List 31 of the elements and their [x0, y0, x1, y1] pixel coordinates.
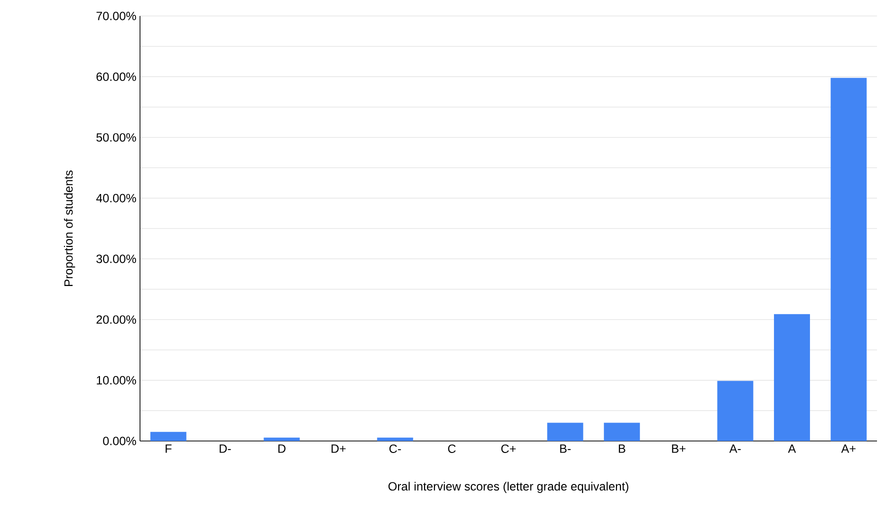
x-tick-label: B+: [672, 444, 686, 453]
y-tick-label: 60.00%: [96, 72, 136, 81]
bar: [264, 438, 300, 441]
y-tick-label: 50.00%: [96, 133, 136, 142]
y-tick-label: 20.00%: [96, 315, 136, 324]
bar: [774, 314, 810, 441]
y-tick-label: 40.00%: [96, 194, 136, 202]
x-tick-label: D-: [220, 444, 231, 453]
y-tick-label: 0.00%: [103, 436, 136, 446]
x-tick-label: B: [618, 444, 626, 453]
x-tick-label: C-: [389, 444, 401, 453]
bar: [717, 380, 754, 441]
x-tick-label: C+: [501, 444, 516, 453]
bar: [377, 438, 414, 441]
x-tick-label: D+: [332, 444, 346, 453]
bar: [547, 422, 584, 441]
bar: [604, 422, 640, 441]
x-tick-label: D: [278, 444, 286, 453]
x-tick-label: F: [166, 444, 172, 453]
y-tick-label: 30.00%: [96, 254, 136, 264]
bar: [150, 432, 186, 441]
y-tick-label: 10.00%: [96, 376, 136, 384]
y-axis-title: Proportion of students: [64, 170, 76, 286]
x-tick-label: A-: [729, 444, 741, 453]
x-tick-label: B-: [560, 444, 571, 453]
x-tick-label: C: [448, 444, 456, 453]
x-tick-label: A: [788, 444, 796, 453]
y-tick-label: 70.00%: [96, 12, 136, 20]
x-tick-label: A+: [841, 444, 856, 453]
bar: [830, 78, 867, 441]
x-axis-title: Oral interview scores (letter grade equivalent): [388, 482, 628, 493]
